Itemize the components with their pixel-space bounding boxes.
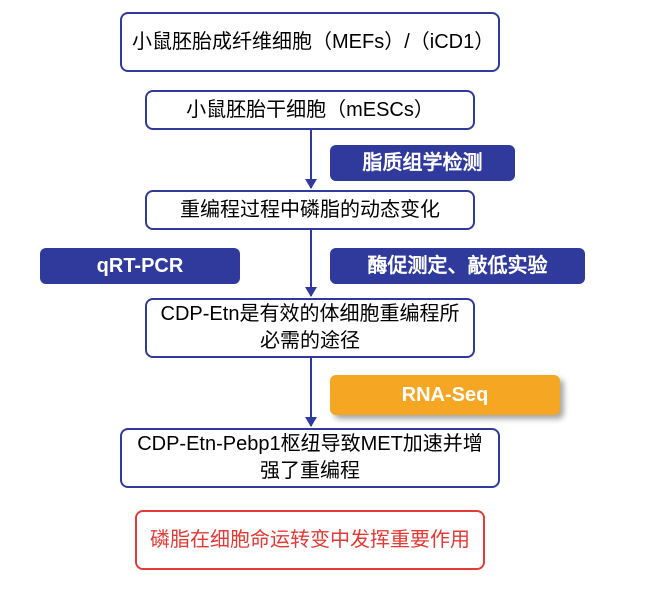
tag-rna-seq: RNA-Seq (330, 375, 560, 415)
node-mefs: 小鼠胚胎成纤维细胞（MEFs）/（iCD1） (120, 12, 500, 72)
tag-label: 脂质组学检测 (363, 150, 483, 177)
node-label: 重编程过程中磷脂的动态变化 (180, 197, 440, 224)
arrow-3 (310, 358, 312, 426)
tag-label: qRT-PCR (97, 253, 184, 280)
tag-enzyme-knockdown: 酶促测定、敲低实验 (330, 248, 585, 284)
node-label: 磷脂在细胞命运转变中发挥重要作用 (150, 527, 470, 554)
node-mescs: 小鼠胚胎干细胞（mESCs） (145, 90, 475, 130)
arrow-2 (310, 230, 312, 296)
tag-qrt-pcr: qRT-PCR (40, 248, 240, 284)
node-label: CDP-Etn-Pebp1枢纽导致MET加速并增强了重编程 (132, 431, 488, 485)
node-cdp-etn-pebp1: CDP-Etn-Pebp1枢纽导致MET加速并增强了重编程 (120, 428, 500, 488)
node-cdp-etn-required: CDP-Etn是有效的体细胞重编程所必需的途径 (145, 298, 475, 358)
node-conclusion: 磷脂在细胞命运转变中发挥重要作用 (135, 510, 485, 570)
node-label: 小鼠胚胎成纤维细胞（MEFs）/（iCD1） (132, 29, 488, 56)
node-label: CDP-Etn是有效的体细胞重编程所必需的途径 (157, 301, 463, 355)
arrow-1 (310, 130, 312, 188)
tag-label: 酶促测定、敲低实验 (368, 253, 548, 280)
node-reprogram-dynamics: 重编程过程中磷脂的动态变化 (145, 190, 475, 230)
tag-lipidomics: 脂质组学检测 (330, 145, 515, 181)
node-label: 小鼠胚胎干细胞（mESCs） (186, 97, 434, 124)
tag-label: RNA-Seq (402, 382, 489, 409)
